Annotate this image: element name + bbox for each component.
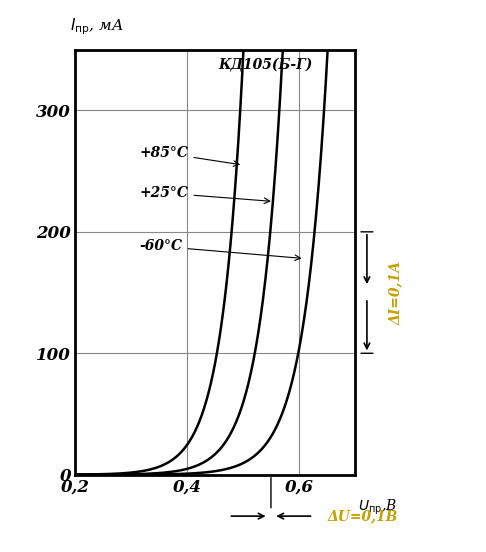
Text: $U_{\rm пр}$,В: $U_{\rm пр}$,В: [358, 498, 397, 517]
Text: ΔU=0,1B: ΔU=0,1B: [328, 509, 399, 523]
Text: КД105(Б-Г): КД105(Б-Г): [218, 57, 312, 71]
Text: -60°C: -60°C: [139, 240, 300, 261]
Text: +25°C: +25°C: [139, 186, 270, 204]
Text: $I_{\rm пр}$, мА: $I_{\rm пр}$, мА: [70, 17, 123, 37]
Text: +85°C: +85°C: [139, 146, 239, 166]
Text: ΔI=0,1А: ΔI=0,1А: [389, 261, 403, 325]
